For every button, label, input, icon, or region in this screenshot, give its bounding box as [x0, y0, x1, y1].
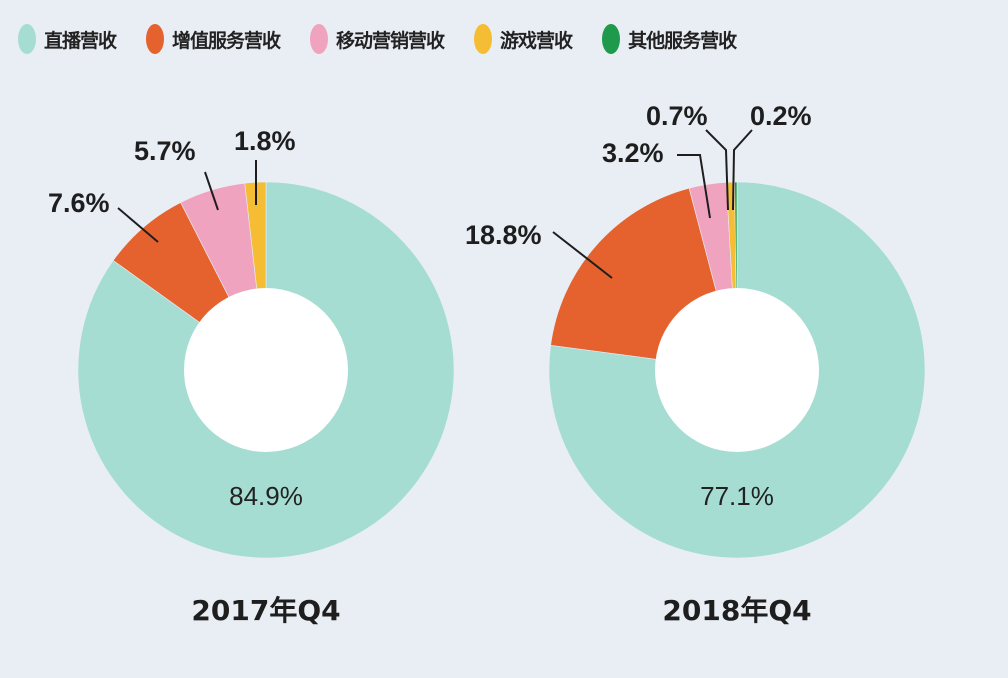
legend-item-vas: 增值服务营收	[146, 24, 281, 54]
legend-item-mobile: 移动营销营收	[310, 24, 445, 54]
data-label: 18.8%	[465, 220, 542, 250]
chart-title: 2017年Q4	[191, 594, 340, 627]
leader-line	[204, 171, 219, 211]
chart-title: 2018年Q4	[662, 594, 811, 627]
data-label: 7.6%	[48, 188, 110, 218]
legend-item-live: 直播营收	[18, 24, 117, 54]
legend-label: 移动营销营收	[336, 29, 445, 52]
leader-line	[117, 207, 159, 243]
legend-item-game: 游戏营收	[474, 24, 573, 54]
leader-line	[705, 129, 729, 211]
data-label: 5.7%	[134, 136, 196, 166]
leader-line	[552, 231, 613, 279]
leader-line	[732, 129, 753, 211]
data-label: 0.2%	[750, 101, 812, 131]
data-label: 0.7%	[646, 101, 708, 131]
legend-swatch	[18, 24, 36, 54]
legend-swatch	[146, 24, 165, 54]
donut-hole	[184, 288, 348, 452]
donut-hole	[655, 288, 819, 452]
legend: 直播营收 增值服务营收 移动营销营收 游戏营收 其他服务营收	[18, 24, 766, 54]
legend-label: 增值服务营收	[172, 29, 281, 52]
legend-swatch	[474, 24, 493, 54]
data-label: 77.1%	[700, 481, 774, 511]
data-label: 3.2%	[602, 138, 664, 168]
data-label: 1.8%	[234, 126, 296, 156]
legend-swatch	[310, 24, 329, 54]
legend-label: 直播营收	[44, 29, 117, 52]
leader-line	[677, 154, 711, 219]
legend-label: 游戏营收	[500, 29, 573, 52]
legend-item-other: 其他服务营收	[602, 24, 737, 54]
data-label: 84.9%	[229, 481, 303, 511]
legend-label: 其他服务营收	[628, 29, 737, 52]
legend-swatch	[602, 24, 621, 54]
